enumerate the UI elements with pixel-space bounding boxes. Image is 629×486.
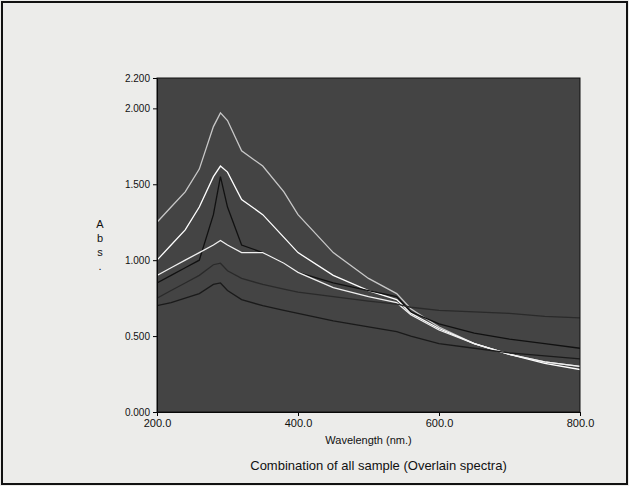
x-tick-mark [439, 412, 440, 416]
plot-background [157, 78, 580, 412]
y-tick-label: 1.000 [125, 255, 150, 266]
y-tick: 0.500 [125, 331, 157, 342]
y-tick: 0.000 [125, 407, 157, 418]
x-tick: 600.0 [426, 412, 454, 429]
lines [157, 113, 580, 370]
y-tick-label: 2.000 [125, 103, 150, 114]
y-tick-mark [153, 108, 157, 109]
spectrum-line [157, 283, 580, 359]
spectrum-line [157, 240, 580, 366]
chart: 200.0 400.0 600.0 800.0 0.000 0.500 1.000 1.500… [0, 0, 629, 486]
x-tick-label: 400.0 [285, 417, 313, 429]
x-axis: 200.0 400.0 600.0 800.0 [144, 412, 595, 429]
y-tick-mark [153, 78, 157, 79]
y-tick-mark [153, 412, 157, 413]
y-axis: 0.000 0.500 1.000 1.500 2.000 2.200 [125, 73, 158, 418]
y-tick: 2.200 [125, 73, 157, 84]
x-tick-label: 200.0 [144, 417, 172, 429]
spectrum-line [157, 177, 580, 349]
x-tick: 800.0 [567, 412, 595, 429]
x-tick-mark [298, 412, 299, 416]
y-tick-label: 0.500 [125, 331, 150, 342]
y-tick-mark [153, 260, 157, 261]
spectrum-line [157, 166, 580, 369]
y-tick: 1.500 [125, 179, 157, 190]
plot-frame [157, 78, 580, 412]
spectrum-line [157, 263, 580, 318]
y-tick-label: 2.200 [125, 73, 150, 84]
x-tick-mark [580, 412, 581, 416]
x-tick: 400.0 [285, 412, 313, 429]
y-tick: 2.000 [125, 103, 157, 114]
x-axis-line [158, 413, 581, 417]
y-tick: 1.000 [125, 255, 157, 266]
x-tick-label: 800.0 [567, 417, 595, 429]
y-axis-title: Abs. [96, 218, 104, 272]
spectrum-line [157, 113, 580, 367]
y-tick-mark [153, 336, 157, 337]
x-tick-label: 600.0 [426, 417, 454, 429]
figure-frame [2, 2, 627, 484]
y-tick-mark [153, 184, 157, 185]
chart-title: Combination of all sample (Overlain spec… [250, 458, 507, 473]
y-tick-label: 0.000 [125, 407, 150, 418]
y-tick-label: 1.500 [125, 179, 150, 190]
x-axis-title: Wavelength (nm.) [325, 434, 411, 446]
